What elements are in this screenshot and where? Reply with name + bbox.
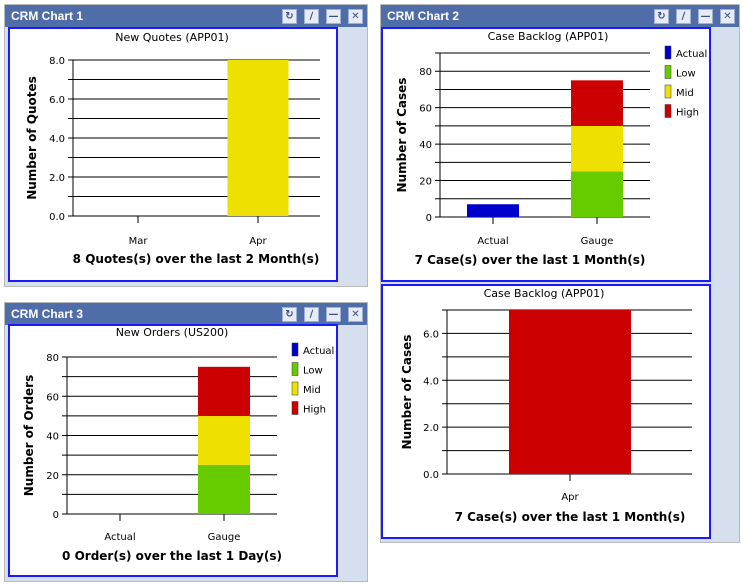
bar-apr bbox=[509, 310, 631, 474]
y-tick-label: 2.0 bbox=[423, 423, 439, 434]
x-tick-label: Apr bbox=[249, 236, 267, 247]
minimize-icon[interactable]: — bbox=[326, 307, 341, 322]
panel-titlebar[interactable]: CRM Chart 2 ↻ ∕ — ✕ bbox=[381, 5, 739, 27]
chart-2: Case Backlog (APP01) 0 20 40 60 80 Number of C… bbox=[395, 30, 707, 267]
bar-low-gauge bbox=[198, 464, 250, 514]
legend-swatch-mid bbox=[291, 381, 299, 396]
chart-3: New Orders (US200) 0 20 40 60 80 Number of Ord… bbox=[22, 326, 334, 563]
y-tick-label: 20 bbox=[46, 471, 59, 482]
bar-mid-gauge bbox=[198, 415, 250, 465]
chart-1: New Quotes (APP01) 0.0 2.0 4.0 6.0 8.0 Number … bbox=[25, 31, 320, 266]
legend-swatch-low bbox=[664, 65, 672, 79]
x-tick-label: Actual bbox=[477, 236, 508, 247]
legend-swatch-low bbox=[291, 362, 299, 376]
y-tick-label: 60 bbox=[46, 392, 59, 403]
chart-subtitle: 7 Case(s) over the last 1 Month(s) bbox=[415, 253, 646, 267]
chart-title: New Quotes (APP01) bbox=[115, 31, 229, 44]
panel-title: CRM Chart 1 bbox=[11, 9, 84, 23]
chart-frame bbox=[381, 27, 711, 282]
legend-label-low: Low bbox=[676, 69, 696, 80]
refresh-icon[interactable]: ↻ bbox=[282, 9, 297, 24]
chart-frame bbox=[8, 324, 338, 577]
y-axis-label: Number of Quotes bbox=[25, 76, 39, 200]
chart-subtitle: 0 Order(s) over the last 1 Day(s) bbox=[62, 549, 282, 563]
y-tick-label: 0 bbox=[53, 510, 59, 521]
bar-apr bbox=[227, 60, 289, 216]
bar-low-gauge bbox=[571, 171, 623, 217]
edit-icon[interactable]: ∕ bbox=[304, 9, 319, 24]
x-tick-label: Apr bbox=[561, 492, 579, 503]
close-icon[interactable]: ✕ bbox=[348, 9, 363, 24]
legend-swatch-mid bbox=[664, 84, 672, 99]
y-tick-label: 60 bbox=[419, 104, 432, 115]
edit-icon[interactable]: ∕ bbox=[676, 9, 691, 24]
legend-swatch-actual bbox=[664, 45, 672, 60]
legend-label-high: High bbox=[303, 405, 326, 416]
legend-label-actual: Actual bbox=[303, 346, 334, 357]
x-tick-label: Mar bbox=[129, 236, 149, 247]
panel-titlebar[interactable]: CRM Chart 1 ↻ ∕ — ✕ bbox=[5, 5, 367, 27]
crm-chart-3-panel: CRM Chart 3 ↻ ∕ — ✕ bbox=[4, 302, 368, 582]
chart-subtitle: 8 Quotes(s) over the last 2 Month(s) bbox=[73, 252, 320, 266]
legend-label-mid: Mid bbox=[303, 385, 321, 396]
y-tick-label: 6.0 bbox=[423, 329, 439, 340]
x-tick-label: Actual bbox=[104, 532, 135, 543]
close-icon[interactable]: ✕ bbox=[720, 9, 735, 24]
panel-title: CRM Chart 3 bbox=[11, 307, 84, 321]
close-icon[interactable]: ✕ bbox=[348, 307, 363, 322]
legend-swatch-high bbox=[664, 104, 672, 118]
y-axis-label: Number of Orders bbox=[22, 375, 36, 496]
y-tick-label: 40 bbox=[46, 432, 59, 443]
y-tick-label: 4.0 bbox=[423, 376, 439, 387]
legend-label-low: Low bbox=[303, 366, 323, 377]
y-tick-label: 20 bbox=[419, 177, 432, 188]
legend-label-high: High bbox=[676, 108, 699, 119]
y-tick-label: 80 bbox=[46, 353, 59, 364]
bar-high-gauge bbox=[198, 366, 250, 416]
y-tick-label: 0 bbox=[426, 213, 432, 224]
y-axis-label: Number of Cases bbox=[400, 335, 414, 450]
bar-mid-gauge bbox=[571, 125, 623, 172]
y-tick-label: 0.0 bbox=[49, 212, 65, 223]
x-tick-label: Gauge bbox=[208, 532, 241, 543]
chart-title: Case Backlog (APP01) bbox=[488, 30, 609, 43]
panel-titlebar[interactable]: CRM Chart 3 ↻ ∕ — ✕ bbox=[5, 303, 367, 325]
minimize-icon[interactable]: — bbox=[326, 9, 341, 24]
y-tick-label: 6.0 bbox=[49, 95, 65, 106]
legend-swatch-high bbox=[291, 401, 299, 415]
legend-label-actual: Actual bbox=[676, 49, 707, 60]
y-tick-label: 2.0 bbox=[49, 173, 65, 184]
panel-title: CRM Chart 2 bbox=[387, 9, 460, 23]
legend-swatch-actual bbox=[291, 342, 299, 357]
chart-title: Case Backlog (APP01) bbox=[484, 287, 605, 300]
x-tick-label: Gauge bbox=[581, 236, 614, 247]
bar-actual-actual bbox=[467, 204, 519, 217]
minimize-icon[interactable]: — bbox=[698, 9, 713, 24]
edit-icon[interactable]: ∕ bbox=[304, 307, 319, 322]
chart-subtitle: 7 Case(s) over the last 1 Month(s) bbox=[455, 510, 686, 524]
refresh-icon[interactable]: ↻ bbox=[654, 9, 669, 24]
y-axis-label: Number of Cases bbox=[395, 78, 409, 193]
chart-4: Case Backlog (APP01) 0.0 2.0 4.0 6.0 Number o… bbox=[400, 287, 692, 524]
bar-high-gauge bbox=[571, 80, 623, 126]
y-tick-label: 80 bbox=[419, 67, 432, 78]
y-tick-label: 4.0 bbox=[49, 134, 65, 145]
y-tick-label: 0.0 bbox=[423, 470, 439, 481]
y-tick-label: 8.0 bbox=[49, 56, 65, 67]
refresh-icon[interactable]: ↻ bbox=[282, 307, 297, 322]
y-tick-label: 40 bbox=[419, 140, 432, 151]
chart-title: New Orders (US200) bbox=[116, 326, 229, 339]
legend-label-mid: Mid bbox=[676, 88, 694, 99]
